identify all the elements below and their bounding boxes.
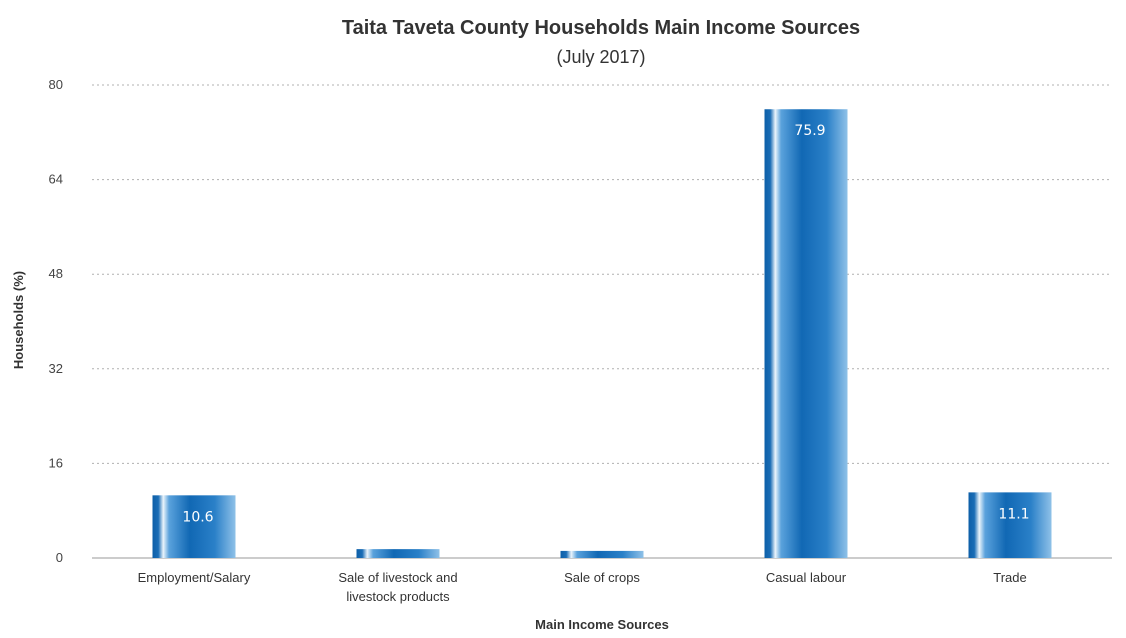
y-axis-title: Households (%) [11,271,26,369]
data-label: 10.6 [182,509,213,525]
x-tick-label: Trade [993,570,1026,585]
bar [356,549,440,558]
bars: 10.6 75.9 11.1 [152,109,1052,559]
chart-title: Taita Taveta County Households Main Inco… [342,17,860,39]
x-tick-label: Casual labour [766,570,847,585]
y-tick-label: 80 [49,77,63,92]
y-tick-label: 0 [56,550,63,565]
bar [152,495,236,558]
y-tick-label: 48 [49,266,63,281]
bar [764,109,848,559]
gridlines [92,84,1112,464]
x-axis-categories: Employment/Salary Sale of livestock and li… [138,570,1027,604]
y-tick-label: 64 [49,172,63,187]
data-label: 75.9 [794,123,825,139]
x-tick-label: Employment/Salary [138,570,251,585]
bar [560,550,644,558]
y-axis-ticks: 0 16 32 48 64 80 [49,77,63,565]
x-tick-label: Sale of crops [564,570,640,585]
y-tick-label: 32 [49,361,63,376]
data-label: 11.1 [998,506,1029,522]
x-axis-title: Main Income Sources [535,617,669,632]
x-tick-label: livestock products [346,589,450,604]
chart-subtitle: (July 2017) [556,47,645,67]
x-tick-label: Sale of livestock and [338,570,457,585]
y-tick-label: 16 [49,455,63,470]
bar [968,492,1052,558]
